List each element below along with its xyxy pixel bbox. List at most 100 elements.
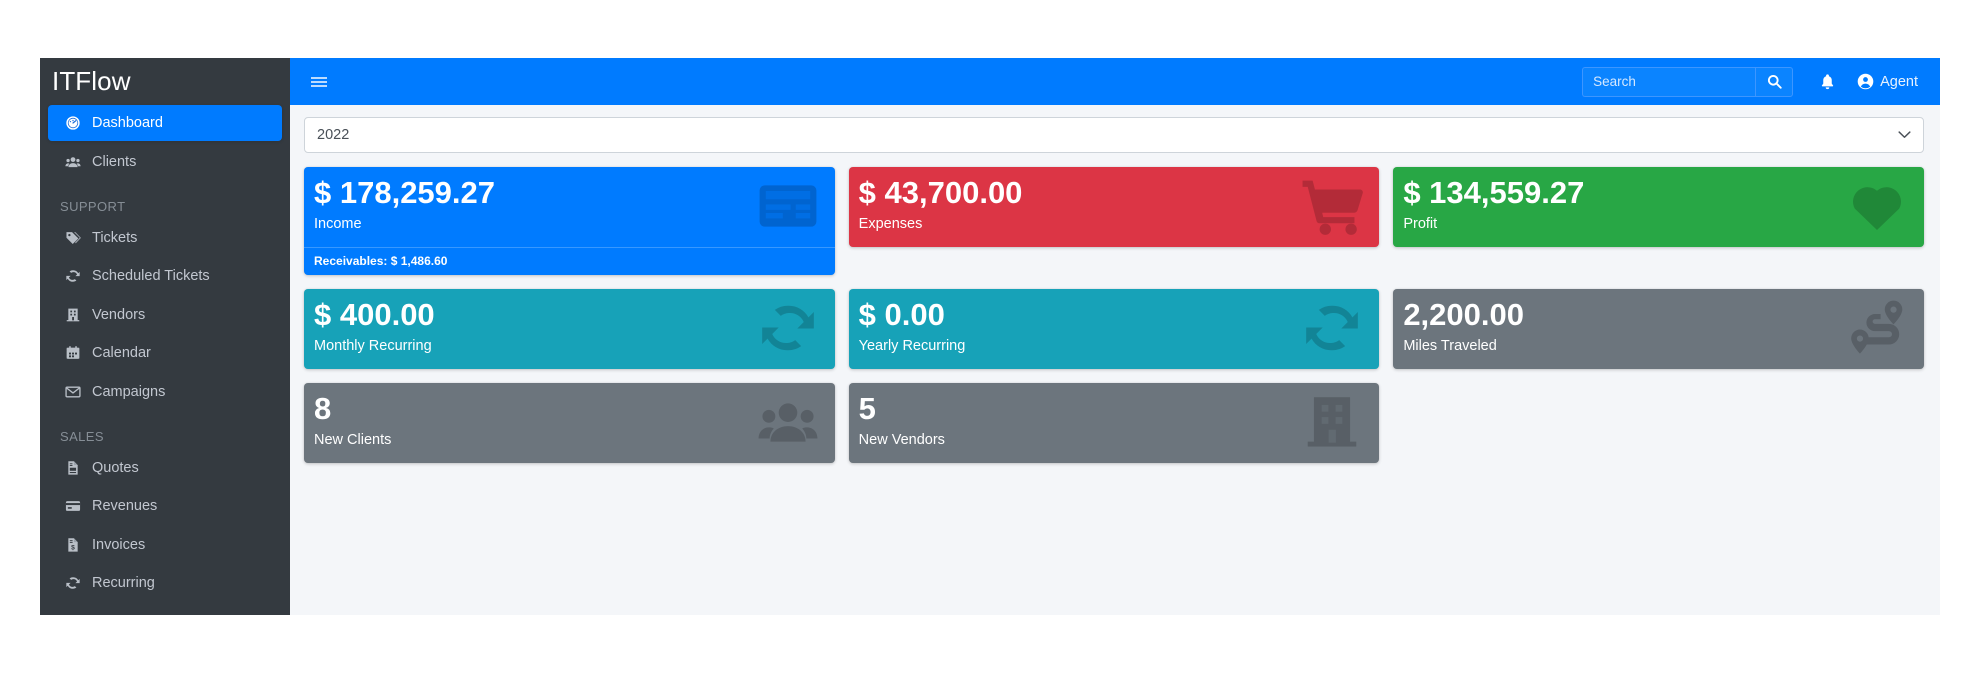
- stat-card-body: 2,200.00 Miles Traveled: [1393, 289, 1924, 369]
- building-icon: [60, 307, 86, 323]
- hamburger-icon[interactable]: [302, 65, 336, 99]
- stat-card-column: 2,200.00 Miles Traveled: [1393, 289, 1924, 369]
- stat-card-value: $ 43,700.00: [858, 175, 1023, 210]
- stat-card-value: $ 0.00: [858, 297, 945, 332]
- stat-card-body: $ 134,559.27 Profit: [1393, 167, 1924, 247]
- sync-icon: [757, 297, 819, 364]
- sidebar-item-recurring[interactable]: Recurring: [48, 565, 282, 601]
- stat-card-body: $ 43,700.00 Expenses: [849, 167, 1380, 247]
- stat-card-label: Monthly Recurring: [314, 337, 432, 354]
- sidebar-item-vendors[interactable]: Vendors: [48, 297, 282, 333]
- stat-card-miles-traveled[interactable]: 2,200.00 Miles Traveled: [1393, 289, 1924, 369]
- sidebar-nav: Dashboard Clients SUPPORT Tickets Scheduled …: [40, 105, 290, 601]
- sidebar-item-campaigns[interactable]: Campaigns: [48, 374, 282, 410]
- stat-card-value: 2,200.00: [1403, 297, 1524, 332]
- sidebar-item-label: Quotes: [92, 459, 139, 476]
- stat-card-value: 5: [858, 391, 876, 426]
- sidebar-item-clients[interactable]: Clients: [48, 144, 282, 180]
- brand-logo[interactable]: ITFlow: [40, 58, 290, 105]
- sidebar-item-tickets[interactable]: Tickets: [48, 220, 282, 256]
- sidebar-item-label: Calendar: [92, 345, 151, 361]
- stat-card-column: $ 178,259.27 Income Receivables: $ 1,486.6…: [304, 167, 835, 275]
- shopping-cart-icon: [1301, 175, 1364, 242]
- search-input[interactable]: [1582, 66, 1756, 97]
- stat-card-label: Yearly Recurring: [858, 337, 966, 354]
- sidebar-item-invoices[interactable]: $ Invoices: [48, 527, 282, 563]
- search-icon: [1767, 74, 1782, 89]
- stat-card-body: 8 New Clients: [304, 383, 835, 463]
- file-dollar-icon: $: [60, 537, 86, 553]
- sync-icon: [1301, 297, 1363, 364]
- user-circle-icon: [1857, 73, 1874, 90]
- users-icon: [60, 154, 86, 170]
- sidebar-item-label: Campaigns: [92, 383, 166, 400]
- sidebar-item-label: Tickets: [92, 229, 138, 246]
- stat-card-value: $ 178,259.27: [314, 175, 496, 210]
- sidebar-item-label: Revenues: [92, 498, 158, 514]
- envelope-icon: [60, 384, 86, 400]
- user-menu[interactable]: Agent: [1847, 62, 1932, 102]
- notifications-button[interactable]: [1807, 62, 1847, 102]
- sidebar-item-dashboard[interactable]: Dashboard: [48, 105, 282, 141]
- stat-card-body: $ 0.00 Yearly Recurring: [849, 289, 1380, 369]
- main-content: 2022 $ 178,259.27 Income Receivables: $ 1,…: [290, 105, 1940, 615]
- building-icon: [1301, 391, 1363, 458]
- stat-card-column: 8 New Clients: [304, 383, 835, 463]
- search-button[interactable]: [1755, 66, 1794, 97]
- stat-card-value: $ 134,559.27: [1403, 175, 1585, 210]
- tachometer-icon: [60, 115, 86, 131]
- user-menu-label: Agent: [1880, 73, 1918, 90]
- stat-card-label: Expenses: [858, 215, 923, 232]
- sidebar-item-calendar[interactable]: Calendar: [48, 335, 282, 371]
- stat-card-new-clients[interactable]: 8 New Clients: [304, 383, 835, 463]
- search-form: [1582, 66, 1794, 97]
- sync-icon: [60, 268, 86, 284]
- stat-card-body: $ 178,259.27 Income: [304, 167, 835, 247]
- tag-icon: [60, 230, 86, 246]
- sidebar-section-header: SALES: [60, 428, 104, 444]
- sync-icon: [60, 575, 86, 591]
- sidebar-item-quotes[interactable]: Quotes: [48, 450, 282, 486]
- stat-card-income[interactable]: $ 178,259.27 Income Receivables: $ 1,486.6…: [304, 167, 835, 275]
- newspaper-icon: [757, 175, 819, 242]
- sidebar-item-label: Invoices: [92, 536, 146, 553]
- stat-card-label: New Vendors: [858, 431, 945, 448]
- year-filter-select[interactable]: 2022: [304, 117, 1924, 153]
- stat-card-column: 5 New Vendors: [848, 383, 1380, 463]
- stat-card-monthly-recurring[interactable]: $ 400.00 Monthly Recurring: [304, 289, 835, 369]
- sidebar-item-scheduled-tickets[interactable]: Scheduled Tickets: [48, 258, 282, 294]
- file-invoice-icon: [60, 460, 86, 476]
- stat-card-label: New Clients: [314, 431, 392, 448]
- stat-card-expenses[interactable]: $ 43,700.00 Expenses: [848, 167, 1380, 247]
- sidebar-section-header: SUPPORT: [60, 198, 126, 214]
- route-icon: [1846, 297, 1908, 364]
- heart-icon: [1846, 175, 1908, 242]
- stat-card-label: Miles Traveled: [1403, 337, 1497, 354]
- sidebar-item-label: Vendors: [92, 306, 146, 323]
- top-navbar: Agent: [290, 58, 1940, 105]
- svg-text:$: $: [71, 544, 75, 551]
- sidebar: ITFlow Dashboard Clients SUPPORT Tickets Sch…: [40, 58, 290, 615]
- bell-icon: [1821, 74, 1833, 90]
- stat-card-column: $ 43,700.00 Expenses: [848, 167, 1380, 275]
- sidebar-item-label: Dashboard: [92, 115, 163, 131]
- sidebar-item-revenues[interactable]: Revenues: [48, 488, 282, 524]
- credit-card-icon: [60, 498, 86, 514]
- sidebar-item-label: Scheduled Tickets: [92, 268, 210, 284]
- sidebar-item-label: Clients: [92, 153, 137, 170]
- stat-card-new-vendors[interactable]: 5 New Vendors: [848, 383, 1380, 463]
- chevron-down-icon: [1898, 127, 1911, 143]
- stat-card-body: $ 400.00 Monthly Recurring: [304, 289, 835, 369]
- stat-card-column: $ 0.00 Yearly Recurring: [848, 289, 1380, 369]
- stat-card-value: $ 400.00: [314, 297, 435, 332]
- year-filter-value: 2022: [317, 127, 350, 143]
- stat-card-label: Income: [314, 215, 362, 232]
- stat-card-profit[interactable]: $ 134,559.27 Profit: [1393, 167, 1924, 247]
- brand-title: ITFlow: [52, 66, 131, 96]
- stat-card-column: $ 134,559.27 Profit: [1393, 167, 1924, 275]
- calendar-icon: [60, 345, 86, 361]
- stat-card-label: Profit: [1403, 215, 1438, 232]
- stat-card-column: $ 400.00 Monthly Recurring: [304, 289, 835, 369]
- stat-card-footer[interactable]: Receivables: $ 1,486.60: [304, 247, 835, 275]
- stat-card-yearly-recurring[interactable]: $ 0.00 Yearly Recurring: [848, 289, 1380, 369]
